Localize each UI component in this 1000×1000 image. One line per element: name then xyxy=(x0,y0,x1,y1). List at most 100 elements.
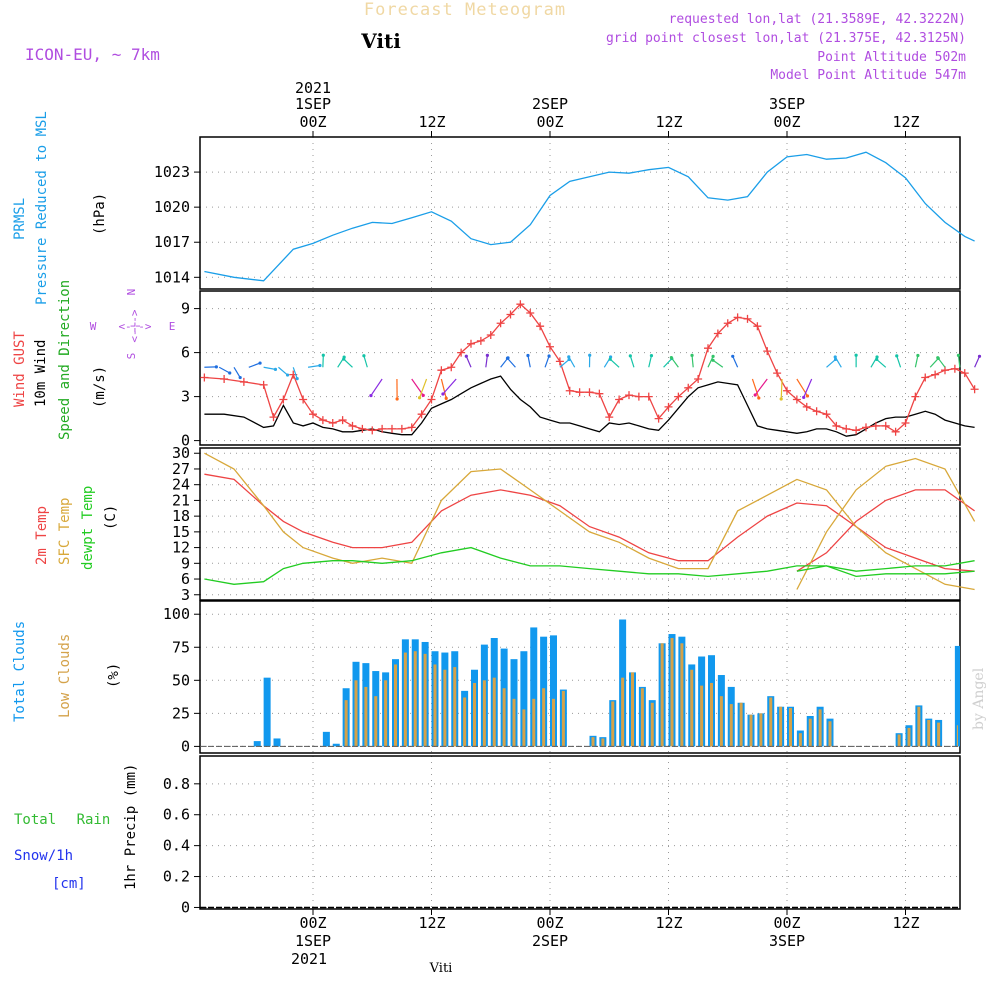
temp-unit: (C) xyxy=(103,505,119,530)
wind-direction-arrow xyxy=(803,378,813,398)
gust-marker xyxy=(654,414,663,423)
wind-direction-arrow xyxy=(527,355,531,368)
wind-direction-arrow xyxy=(914,355,919,368)
precip-unit: 1hr Precip (mm) xyxy=(123,764,139,890)
bottom-tick-1: 00Z xyxy=(299,914,326,932)
total-cloud-bar xyxy=(530,627,538,747)
wind-arrow-head xyxy=(362,354,366,358)
low-cloud-bar xyxy=(522,709,526,747)
gust-marker xyxy=(664,402,673,411)
wind-direction-arrow xyxy=(732,356,739,368)
low-cloud-bar xyxy=(956,725,958,747)
wind-direction-arrow xyxy=(292,367,298,379)
wind-arrow-head xyxy=(441,392,445,396)
low-cloud-bar xyxy=(611,701,615,747)
top-year: 2021 xyxy=(295,79,331,97)
low-cloud-bar xyxy=(670,638,674,747)
temp-ytick-label: 18 xyxy=(172,507,190,525)
wind-direction-arrow xyxy=(648,355,653,368)
gust-marker xyxy=(200,373,209,382)
low-cloud-bar xyxy=(818,709,822,747)
gust-marker xyxy=(911,392,920,401)
gust-marker xyxy=(467,339,475,348)
wind-unit: (m/s) xyxy=(92,366,108,408)
wind-gust-line xyxy=(204,303,976,433)
wind-direction-arrow xyxy=(568,356,576,368)
wind-arrow-head xyxy=(505,356,510,360)
temp-ytick-label: 9 xyxy=(181,554,190,572)
gust-marker xyxy=(694,375,703,383)
wind-arrow-head xyxy=(753,393,757,397)
watermark: by Angel xyxy=(971,667,987,730)
gust-marker xyxy=(812,407,821,416)
gust-marker xyxy=(318,416,327,425)
wind-arrow-head xyxy=(628,354,632,358)
low-cloud-bar xyxy=(710,682,713,747)
low-cloud-bar xyxy=(937,722,941,747)
wind-arrow-head xyxy=(875,357,879,361)
gust-marker xyxy=(496,319,505,328)
wind-arrow-head xyxy=(295,377,299,381)
low-cloud-bar xyxy=(413,651,417,747)
gust-marker xyxy=(852,426,861,435)
bottom-tick-2: 12Z xyxy=(418,914,445,932)
low-cloud-bar xyxy=(690,669,694,747)
temp-label-dew: dewpt Temp xyxy=(80,486,96,570)
pressure-line xyxy=(204,151,975,282)
wind-ytick-label: 3 xyxy=(181,388,190,406)
low-cloud-bar xyxy=(601,738,605,747)
wind-direction-arrow xyxy=(370,378,383,396)
bottom-date-1: 1SEP xyxy=(295,932,331,950)
wind-arrow-head xyxy=(649,353,654,358)
cloud-unit: (%) xyxy=(106,663,122,688)
wind-arrow-head xyxy=(757,396,761,400)
wind-arrow-head xyxy=(485,353,489,357)
temp-ytick-label: 24 xyxy=(172,476,190,494)
wind-direction-arrow xyxy=(691,355,694,368)
wind-ytick-label: 6 xyxy=(181,344,190,362)
temp-ytick-label: 27 xyxy=(172,460,190,478)
total-cloud-bar xyxy=(954,645,960,747)
wind-arrow-head xyxy=(238,375,242,380)
top-tick-5: 00Z xyxy=(773,113,800,131)
low-cloud-bar xyxy=(423,653,427,747)
low-cloud-bar xyxy=(433,664,437,747)
wind-direction-arrow xyxy=(751,378,760,399)
cloud-panel: 0 25 50 75 100 xyxy=(163,600,961,755)
low-cloud-bar xyxy=(927,719,931,747)
wind-arrow-head xyxy=(690,353,694,357)
bottom-tick-4: 12Z xyxy=(655,914,682,932)
wind-arrow-head xyxy=(342,357,346,361)
total-cloud-bar xyxy=(253,741,261,747)
cloud-ytick-label: 25 xyxy=(172,704,190,722)
low-cloud-bar xyxy=(492,677,496,747)
pressure-ytick-label: 1014 xyxy=(154,268,190,286)
low-cloud-bar xyxy=(650,702,654,747)
wind-arrow-head xyxy=(421,393,425,397)
low-cloud-bar xyxy=(907,727,911,747)
wind-arrow-head xyxy=(779,397,783,401)
wind-direction-arrow xyxy=(218,366,231,374)
wind-arrow-head xyxy=(802,395,806,399)
low-cloud-bar xyxy=(591,737,595,747)
cloud-ytick-label: 50 xyxy=(172,671,190,689)
temp-line-tail-1 xyxy=(796,457,976,590)
low-cloud-bar xyxy=(482,680,486,747)
low-cloud-bar xyxy=(719,696,723,747)
gust-marker xyxy=(862,423,870,432)
wind-label-gust: Wind GUST xyxy=(12,331,28,407)
wind-arrow-head xyxy=(669,355,673,360)
temp-ytick-label: 30 xyxy=(172,444,190,462)
cloud-ytick-label: 100 xyxy=(163,605,190,623)
gust-marker xyxy=(713,329,722,338)
gust-marker xyxy=(960,369,969,378)
precip-label-rain: Total Rain xyxy=(14,812,110,828)
gust-marker xyxy=(783,386,791,395)
wind-arrow-head xyxy=(273,367,278,371)
top-tick-4: 12Z xyxy=(655,113,682,131)
chart-title: Forecast Meteogram xyxy=(364,0,566,20)
wind-direction-arrow xyxy=(663,358,673,368)
gust-marker xyxy=(575,388,584,397)
wind-arrow-head xyxy=(711,358,715,362)
